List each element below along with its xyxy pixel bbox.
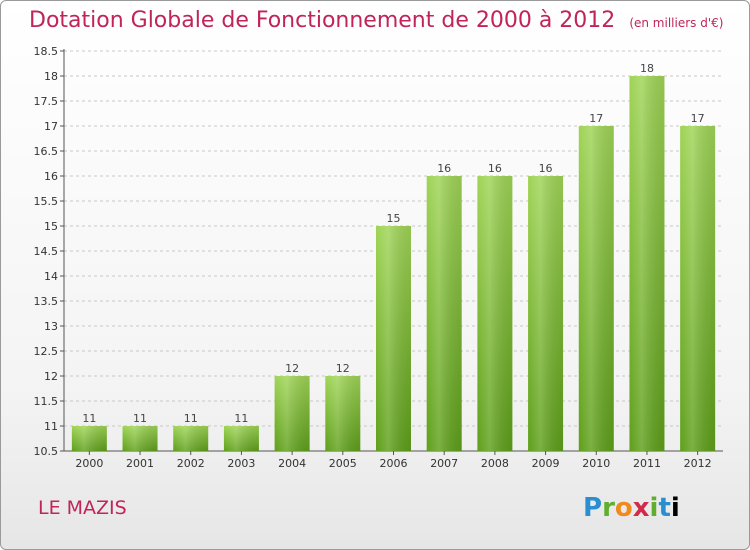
- y-tick-label: 14: [44, 270, 58, 283]
- value-label: 16: [437, 162, 451, 175]
- proxiti-logo: Proxiti: [583, 493, 680, 523]
- y-tick-label: 10.5: [34, 445, 59, 458]
- value-label: 11: [234, 412, 248, 425]
- bar-shine: [426, 176, 462, 451]
- x-tick-label: 2009: [532, 457, 560, 470]
- bar-shine: [376, 226, 411, 451]
- y-tick-label: 17.5: [34, 95, 59, 108]
- logo-letter: o: [614, 493, 633, 523]
- y-tick-label: 16.5: [34, 145, 59, 158]
- value-label: 12: [336, 362, 350, 375]
- y-tick-label: 18.5: [34, 45, 59, 58]
- bar-shine: [578, 126, 614, 451]
- logo-letter: i: [649, 493, 659, 523]
- value-label: 12: [285, 362, 299, 375]
- commune-name: LE MAZIS: [38, 497, 127, 519]
- title-text: Dotation Globale de Fonctionnement de 20…: [29, 8, 616, 33]
- value-label: 11: [82, 412, 96, 425]
- chart-title: Dotation Globale de Fonctionnement de 20…: [29, 8, 723, 33]
- x-tick-label: 2003: [227, 457, 255, 470]
- y-tick-label: 14.5: [34, 245, 59, 258]
- x-tick-label: 2010: [582, 457, 610, 470]
- logo-letter: r: [602, 493, 615, 523]
- bar-shine: [223, 426, 259, 451]
- x-tick-label: 2002: [177, 457, 205, 470]
- y-tick-label: 11: [44, 420, 58, 433]
- x-tick-label: 2001: [126, 457, 154, 470]
- y-tick-label: 12: [44, 370, 58, 383]
- bars: [71, 76, 716, 451]
- labels: 2000 11 2001 11 2002 11 2003 11 2004 12 2005 12 2006…: [75, 62, 711, 470]
- bar-shine: [274, 376, 310, 451]
- bar-shine: [122, 426, 158, 451]
- value-label: 16: [488, 162, 502, 175]
- value-label: 15: [387, 212, 401, 225]
- logo-letter: i: [670, 493, 680, 523]
- value-label: 18: [640, 62, 654, 75]
- bar-shine: [71, 426, 107, 451]
- bar-shine: [629, 76, 665, 451]
- y-tick-label: 13: [44, 320, 58, 333]
- value-label: 11: [184, 412, 198, 425]
- bar-shine: [528, 176, 564, 451]
- y-tick-label: 18: [44, 70, 58, 83]
- y-tick-label: 13.5: [34, 295, 59, 308]
- logo-letter: t: [658, 493, 671, 523]
- y-tick-label: 11.5: [34, 395, 59, 408]
- x-tick-label: 2000: [75, 457, 103, 470]
- x-tick-label: 2006: [380, 457, 408, 470]
- x-tick-label: 2005: [329, 457, 357, 470]
- x-tick-label: 2004: [278, 457, 306, 470]
- bar-shine: [477, 176, 513, 451]
- x-tick-label: 2011: [633, 457, 661, 470]
- logo-letter: P: [583, 493, 603, 523]
- x-tick-label: 2012: [684, 457, 712, 470]
- bar-shine: [325, 376, 361, 451]
- value-label: 17: [691, 112, 705, 125]
- x-tick-label: 2008: [481, 457, 509, 470]
- y-tick-label: 16: [44, 170, 58, 183]
- x-tick-label: 2007: [430, 457, 458, 470]
- bar-shine: [173, 426, 209, 451]
- y-tick-label: 12.5: [34, 345, 59, 358]
- value-label: 11: [133, 412, 147, 425]
- unit-text: (en milliers d'€): [629, 16, 724, 30]
- value-label: 17: [589, 112, 603, 125]
- value-label: 16: [539, 162, 553, 175]
- logo-letter: x: [632, 493, 650, 523]
- bar-shine: [680, 126, 716, 451]
- y-tick-label: 17: [44, 120, 58, 133]
- y-tick-label: 15.5: [34, 195, 59, 208]
- y-tick-label: 15: [44, 220, 58, 233]
